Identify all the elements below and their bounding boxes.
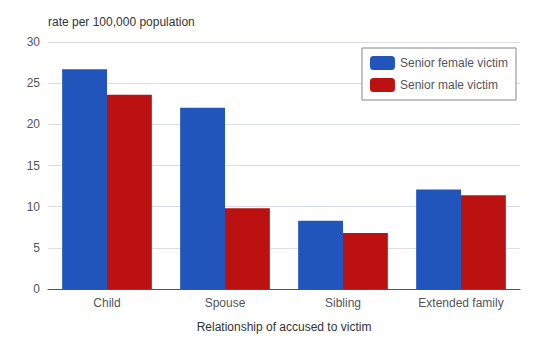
svg-text:Senior female victim: Senior female victim	[400, 56, 508, 70]
svg-text:Spouse: Spouse	[205, 296, 246, 310]
svg-text:20: 20	[27, 117, 41, 131]
svg-text:Senior male victim: Senior male victim	[400, 78, 498, 92]
svg-text:Sibling: Sibling	[325, 296, 361, 310]
svg-text:Child: Child	[93, 296, 120, 310]
svg-text:Relationship of accused to vic: Relationship of accused to victim	[197, 320, 372, 334]
svg-text:5: 5	[33, 241, 40, 255]
svg-text:rate per 100,000 population: rate per 100,000 population	[48, 15, 195, 29]
svg-text:0: 0	[33, 282, 40, 296]
svg-text:30: 30	[27, 35, 41, 49]
svg-text:15: 15	[27, 159, 41, 173]
svg-text:10: 10	[27, 200, 41, 214]
svg-text:Extended family: Extended family	[418, 296, 503, 310]
svg-text:25: 25	[27, 76, 41, 90]
